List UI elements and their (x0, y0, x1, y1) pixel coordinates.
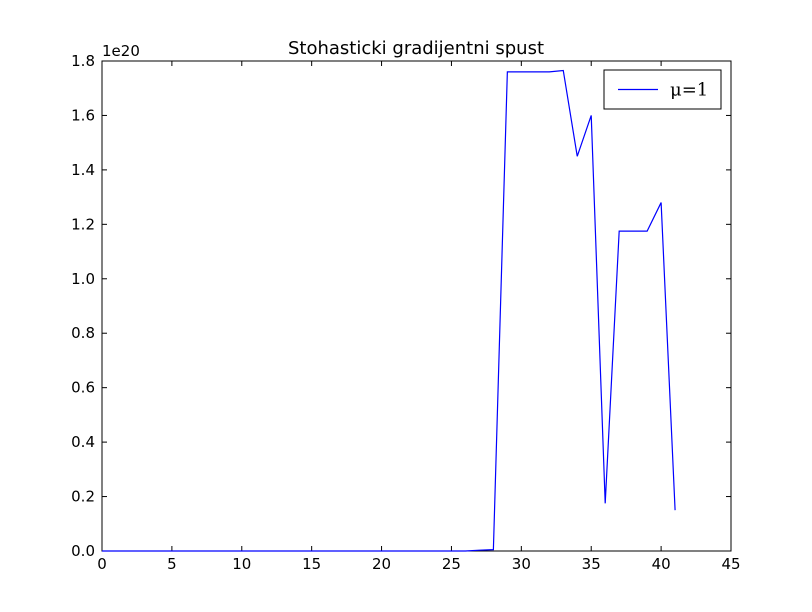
y-tick-label: 0.8 (71, 324, 95, 342)
y-offset-label: 1e20 (102, 42, 140, 60)
x-tick-label: 0 (97, 555, 107, 573)
x-tick-label: 20 (372, 555, 391, 573)
y-tick-label: 1.4 (71, 161, 95, 179)
x-tick-label: 30 (512, 555, 531, 573)
y-tick-label: 0.2 (71, 488, 95, 506)
x-tick-label: 10 (232, 555, 251, 573)
x-axis-ticks: 0 5 10 15 20 25 30 35 40 45 (97, 61, 741, 573)
x-tick-label: 35 (582, 555, 601, 573)
y-tick-label: 1.2 (71, 215, 95, 233)
x-tick-label: 15 (302, 555, 321, 573)
y-tick-label: 1.0 (71, 270, 95, 288)
x-tick-label: 25 (442, 555, 461, 573)
y-axis-ticks: 0.0 0.2 0.4 0.6 0.8 1.0 1.2 1.4 1.6 1.8 (71, 52, 731, 560)
chart-title: Stohasticki gradijentni spust (288, 38, 544, 59)
legend: μ=1 (603, 69, 722, 110)
plot-area (101, 60, 732, 552)
x-tick-label: 45 (721, 555, 740, 573)
y-tick-label: 1.6 (71, 106, 95, 124)
plot-frame (101, 60, 732, 552)
series-line (102, 69, 676, 552)
y-tick-label: 0.4 (71, 433, 95, 451)
legend-label: μ=1 (670, 80, 708, 101)
y-tick-label: 0.6 (71, 379, 95, 397)
series-layer (102, 69, 676, 552)
x-tick-label: 40 (652, 555, 671, 573)
y-tick-label: 0.0 (71, 542, 95, 560)
y-tick-label: 1.8 (71, 52, 95, 70)
x-tick-label: 5 (167, 555, 177, 573)
